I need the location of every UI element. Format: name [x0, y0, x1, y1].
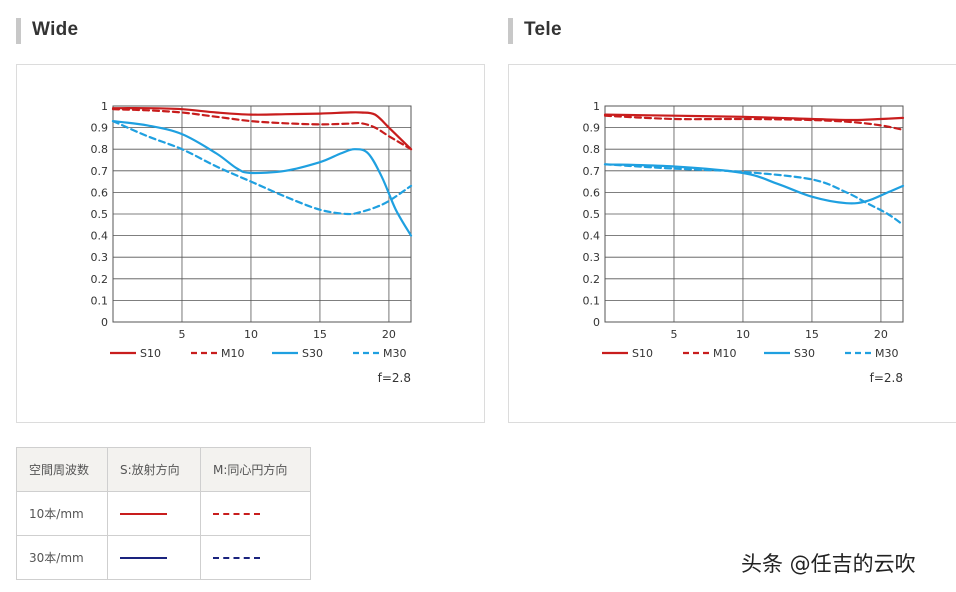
chart-panel-wide: 0 0.1 0.2 0.3 0.4 0.5 0.6 0.7 0.8 0.9 1 5 10 15 20 S10 M… [16, 64, 485, 423]
y-tick-label: 0.3 [91, 251, 109, 264]
solid-line-swatch [120, 513, 167, 515]
x-tick-label: 15 [805, 328, 819, 341]
y-tick-label: 0.6 [583, 186, 601, 199]
y-tick-label: 0.9 [91, 122, 109, 135]
legend-label-m30: M30 [383, 347, 407, 360]
swatch-cell-s30 [107, 535, 201, 580]
y-tick-label: 0.2 [583, 273, 601, 286]
y-tick-label: 0.8 [91, 143, 109, 156]
aperture-annotation: f=2.8 [378, 371, 411, 385]
x-tick-label: 15 [313, 328, 327, 341]
chart-panel-tele: 0 0.1 0.2 0.3 0.4 0.5 0.6 0.7 0.8 0.9 1 5 10 15 20 S10 M… [508, 64, 956, 423]
y-tick-label: 0.3 [583, 251, 601, 264]
solid-line-swatch [120, 557, 167, 559]
x-tick-label: 10 [244, 328, 258, 341]
row-label-30: 30本/mm [16, 535, 108, 580]
heading-tele-title: Tele [524, 19, 562, 40]
y-tick-label: 0.5 [91, 208, 109, 221]
swatch-cell-m10 [200, 491, 311, 536]
plot-frame [112, 105, 412, 323]
legend-label-m10: M10 [221, 347, 245, 360]
series-line-s10 [111, 107, 413, 151]
swatch-cell-m30 [200, 535, 311, 580]
y-tick-label: 0.1 [583, 294, 601, 307]
y-tick-label: 0.5 [583, 208, 601, 221]
legend-label-m10: M10 [713, 347, 737, 360]
grid-lines: 00.10.20.30.40.50.60.70.80.915 10 15 20 [91, 100, 412, 341]
y-tick-label: 0.2 [91, 273, 109, 286]
series-line-s30 [111, 120, 413, 237]
series-line-s30 [603, 163, 905, 205]
grid-lines: 00.10.20.30.40.50.60.70.80.915 10 15 20 [583, 100, 904, 341]
table-row: 10本/mm [16, 491, 311, 536]
y-tick-label: 0 [593, 316, 600, 329]
y-tick-label: 0.9 [583, 122, 601, 135]
legend-table-header-row: 空間周波数 S:放射方向 M:同心円方向 [16, 447, 311, 492]
heading-accent-bar [508, 18, 513, 44]
legend-label-s30: S30 [302, 347, 323, 360]
x-tick-label: 10 [736, 328, 750, 341]
y-tick-label: 0.4 [91, 230, 109, 243]
watermark: 头条 @任吉的云吹 [741, 552, 916, 576]
row-label-10: 10本/mm [16, 491, 108, 536]
header-sagittal: S:放射方向 [107, 447, 201, 492]
y-tick-label: 0.8 [583, 143, 601, 156]
series-line-m30 [111, 120, 413, 216]
legend-label-s10: S10 [140, 347, 161, 360]
heading-wide-title: Wide [32, 19, 79, 40]
heading-accent-bar [16, 18, 21, 44]
chart-legend: S10 M10 S30 M30 [110, 347, 407, 360]
y-tick-label: 0.4 [583, 230, 601, 243]
y-tick-label: 0 [101, 316, 108, 329]
x-tick-label: 20 [874, 328, 888, 341]
y-tick-label: 1 [593, 100, 600, 113]
y-tick-label: 0.6 [91, 186, 109, 199]
legend-label-m30: M30 [875, 347, 899, 360]
y-tick-label: 0.1 [91, 294, 109, 307]
x-tick-label: 5 [178, 328, 185, 341]
plot-frame [604, 105, 904, 323]
table-row: 30本/mm [16, 535, 311, 580]
swatch-cell-s10 [107, 491, 201, 536]
x-tick-label: 20 [382, 328, 396, 341]
dashed-line-swatch [213, 557, 260, 559]
y-tick-label: 0.7 [91, 165, 109, 178]
y-tick-label: 0.7 [583, 165, 601, 178]
legend-label-s30: S30 [794, 347, 815, 360]
x-tick-label: 5 [670, 328, 677, 341]
legend-label-s10: S10 [632, 347, 653, 360]
series-line-m10 [111, 108, 413, 151]
dashed-line-swatch [213, 513, 260, 515]
header-spatial-frequency: 空間周波数 [16, 447, 108, 492]
aperture-annotation: f=2.8 [870, 371, 903, 385]
chart-legend: S10 M10 S30 M30 [602, 347, 899, 360]
frequency-legend-table: 空間周波数 S:放射方向 M:同心円方向 10本/mm 30本/mm [16, 447, 311, 580]
series-line-m10 [603, 114, 905, 131]
header-meridional: M:同心円方向 [200, 447, 311, 492]
series-line-m30 [603, 163, 905, 226]
y-tick-label: 1 [101, 100, 108, 113]
